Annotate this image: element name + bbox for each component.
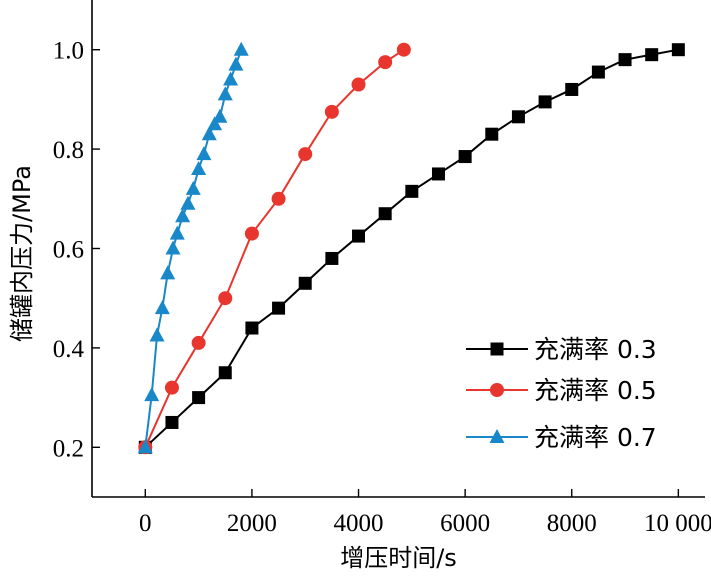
data-point	[378, 207, 392, 221]
y-tick-label: 1.0	[53, 38, 84, 65]
legend-marker	[490, 342, 504, 356]
legend-label: 充满率 0.5	[534, 376, 657, 405]
y-axis-title: 储罐内压力/MPa	[8, 165, 36, 342]
data-point	[217, 86, 233, 101]
series-line	[144, 49, 243, 448]
data-point	[207, 116, 223, 131]
data-point	[245, 321, 259, 335]
data-point	[378, 55, 393, 70]
x-tick-label: 4000	[334, 510, 384, 537]
data-point	[212, 108, 228, 123]
data-point	[298, 276, 312, 290]
data-point	[458, 150, 472, 164]
data-point	[223, 71, 239, 86]
data-point	[149, 327, 165, 342]
data-point	[351, 77, 366, 92]
series-1	[138, 43, 685, 454]
data-point	[169, 225, 185, 240]
data-point	[396, 42, 411, 57]
legend-marker	[490, 383, 504, 397]
data-point	[538, 95, 552, 109]
data-point	[191, 335, 206, 350]
legend-label: 充满率 0.3	[534, 335, 657, 364]
data-point	[565, 82, 579, 96]
data-point	[165, 240, 181, 255]
data-point	[144, 387, 160, 402]
y-tick-label: 0.6	[53, 237, 84, 264]
data-point	[192, 391, 206, 405]
data-point	[201, 126, 217, 141]
data-point	[191, 160, 207, 175]
data-point	[165, 415, 179, 429]
axes: 0 2000 4000 6000 8000 10 000 0.2 0.4 0.6 0.8 1.0	[53, 0, 711, 537]
data-point	[298, 147, 313, 162]
data-point	[218, 291, 233, 306]
data-point	[185, 180, 201, 195]
legend-label: 充满率 0.7	[534, 423, 657, 452]
data-point	[160, 265, 176, 280]
data-point	[271, 191, 286, 206]
data-point	[218, 366, 232, 380]
data-point	[485, 127, 499, 141]
data-point	[154, 300, 170, 315]
data-point	[233, 41, 249, 56]
legend-item-1: 充满率 0.3	[466, 335, 657, 364]
data-point	[164, 380, 179, 395]
data-point	[352, 229, 366, 243]
x-axis-title: 增压时间/s	[340, 544, 457, 572]
data-point	[272, 301, 286, 315]
data-point	[137, 439, 153, 454]
data-point	[228, 56, 244, 71]
data-point	[671, 43, 685, 57]
series-layer	[137, 41, 685, 455]
y-tick-label: 0.4	[53, 336, 85, 363]
data-point	[244, 226, 259, 241]
data-point	[175, 208, 191, 223]
legend-item-2: 充满率 0.5	[466, 376, 657, 405]
series-2	[138, 42, 411, 455]
data-point	[431, 167, 445, 181]
data-point	[180, 195, 196, 210]
data-point	[324, 104, 339, 119]
data-point	[645, 48, 659, 62]
y-tick-label: 0.8	[53, 137, 84, 164]
x-tick-label: 2000	[227, 510, 277, 537]
y-tick-label: 0.2	[53, 435, 84, 462]
x-tick-label: 10 000	[644, 510, 711, 537]
series-3	[137, 41, 249, 454]
data-point	[196, 146, 212, 161]
legend-marker	[489, 429, 505, 443]
data-point	[618, 53, 632, 67]
data-point	[325, 251, 339, 265]
legend-item-3: 充满率 0.7	[466, 423, 657, 452]
data-point	[511, 110, 525, 124]
x-tick-label: 8000	[547, 510, 597, 537]
data-point	[591, 65, 605, 79]
series-line	[144, 48, 405, 448]
legend: 充满率 0.3 充满率 0.5 充满率 0.7	[466, 335, 657, 452]
data-point	[405, 184, 419, 198]
x-tick-label: 6000	[440, 510, 490, 537]
x-tick-label: 0	[139, 510, 152, 537]
